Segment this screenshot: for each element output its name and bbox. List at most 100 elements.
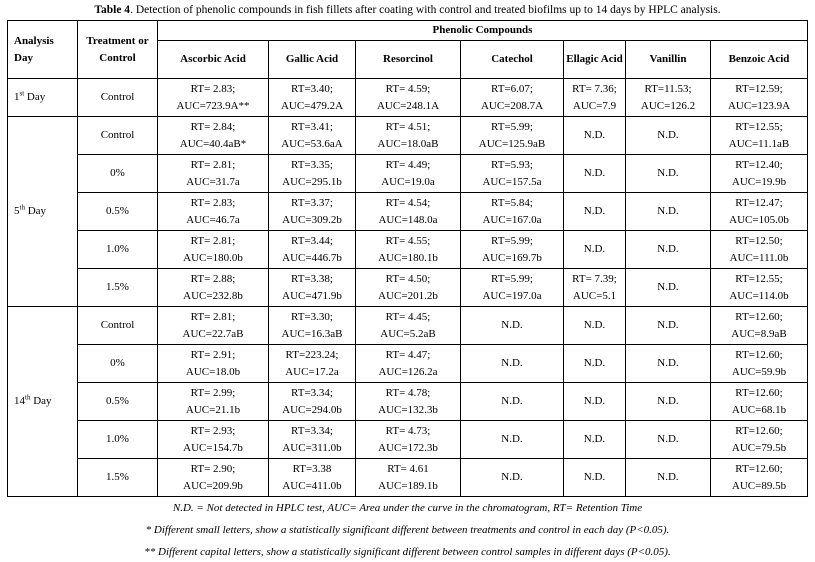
compound-value-cell: RT=12.55; AUC=114.0b xyxy=(710,268,808,307)
compound-value-cell: RT= 4.51; AUC=18.0aB xyxy=(355,116,461,155)
treatment-cell: 1.5% xyxy=(77,458,158,497)
compound-value-cell: N.D. xyxy=(625,306,711,345)
retention-time-value: RT=5.99; xyxy=(491,272,533,285)
analysis-day-cell: 5th Day xyxy=(7,116,78,307)
retention-time-value: RT=12.60; xyxy=(735,462,783,475)
retention-time-value: RT=3.38; xyxy=(291,272,333,285)
retention-time-value: RT= 2.99; xyxy=(190,386,236,399)
retention-time-value: RT= 4.55; xyxy=(385,234,431,247)
retention-time-value: RT=12.60; xyxy=(735,348,783,361)
auc-value: AUC=471.9b xyxy=(282,289,342,302)
compound-value-cell: N.D. xyxy=(625,192,711,231)
compound-value-cell: RT= 2.93; AUC=154.7b xyxy=(157,420,269,459)
table-row: 0.5% RT= 2.99; AUC=21.1b RT=3.34; AUC=294.0b… xyxy=(8,382,808,421)
auc-value: AUC=148.0a xyxy=(378,213,438,226)
compound-value-cell: N.D. xyxy=(563,192,626,231)
table-caption-text: . Detection of phenolic compounds in fis… xyxy=(130,4,721,16)
header-analysis-day: Analysis Day xyxy=(7,20,78,79)
retention-time-value: RT= 2.93; xyxy=(190,424,236,437)
auc-value: AUC=479.2A xyxy=(280,99,344,112)
auc-value: AUC=169.7b xyxy=(482,251,542,264)
compound-value-cell: N.D. xyxy=(625,116,711,155)
auc-value: AUC=31.7a xyxy=(186,175,240,188)
compound-value-cell: RT= 2.91; AUC=18.0b xyxy=(157,344,269,383)
auc-value: AUC=295.1b xyxy=(282,175,342,188)
auc-value: AUC=105.0b xyxy=(729,213,789,226)
auc-value: AUC=68.1b xyxy=(731,403,787,416)
auc-value: AUC=17.2a xyxy=(285,365,339,378)
treatment-cell: Control xyxy=(77,306,158,345)
retention-time-value: RT=3.34; xyxy=(291,386,333,399)
compound-value-cell: RT= 4.47; AUC=126.2a xyxy=(355,344,461,383)
auc-value: AUC=294.0b xyxy=(282,403,342,416)
auc-value: AUC=248.1A xyxy=(376,99,440,112)
retention-time-value: RT= 2.83; xyxy=(190,82,236,95)
not-detected-value: N.D. xyxy=(657,433,679,445)
compound-value-cell: RT=3.34; AUC=311.0b xyxy=(268,420,356,459)
compound-value-cell: RT=3.41; AUC=53.6aA xyxy=(268,116,356,155)
footnote-abbreviations: N.D. = Not detected in HPLC test, AUC= A… xyxy=(172,502,643,514)
compound-value-cell: RT=5.93; AUC=157.5a xyxy=(460,154,564,193)
not-detected-value: N.D. xyxy=(657,395,679,407)
compound-value-cell: RT=3.35; AUC=295.1b xyxy=(268,154,356,193)
retention-time-value: RT=12.40; xyxy=(735,158,783,171)
auc-value: AUC=21.1b xyxy=(185,403,241,416)
compound-value-cell: N.D. xyxy=(625,344,711,383)
auc-value: AUC=89.5b xyxy=(731,479,787,492)
retention-time-value: RT=12.55; xyxy=(735,272,783,285)
retention-time-value: RT=3.37; xyxy=(291,196,333,209)
retention-time-value: RT=3.30; xyxy=(291,310,333,323)
compound-value-cell: RT=3.44; AUC=446.7b xyxy=(268,230,356,269)
compound-value-cell: N.D. xyxy=(625,420,711,459)
table-row: 0.5% RT= 2.83; AUC=46.7a RT=3.37; AUC=309.2b… xyxy=(8,192,808,231)
auc-value: AUC=5.1 xyxy=(572,289,617,302)
compound-value-cell: RT= 2.81; AUC=31.7a xyxy=(157,154,269,193)
compound-value-cell: RT=3.38; AUC=471.9b xyxy=(268,268,356,307)
retention-time-value: RT=3.40; xyxy=(291,82,333,95)
compound-value-cell: RT= 4.61 AUC=189.1b xyxy=(355,458,461,497)
header-compound: Gallic Acid xyxy=(268,40,356,79)
treatment-cell: 0.5% xyxy=(77,192,158,231)
auc-value: AUC=40.4aB* xyxy=(179,137,247,150)
compound-value-cell: N.D. xyxy=(460,306,564,345)
compound-value-cell: N.D. xyxy=(625,382,711,421)
compound-value-cell: RT= 2.81; AUC=22.7aB xyxy=(157,306,269,345)
footnote-capital-letters: ** Different capital letters, show a sta… xyxy=(144,546,671,558)
compound-value-cell: RT= 2.99; AUC=21.1b xyxy=(157,382,269,421)
treatment-cell: 1.5% xyxy=(77,268,158,307)
retention-time-value: RT=5.93; xyxy=(491,158,533,171)
compound-value-cell: RT=3.40; AUC=479.2A xyxy=(268,78,356,117)
auc-value: AUC=123.9A xyxy=(727,99,791,112)
auc-value: AUC=46.7a xyxy=(186,213,240,226)
compound-value-cell: RT=3.37; AUC=309.2b xyxy=(268,192,356,231)
compound-value-cell: N.D. xyxy=(625,230,711,269)
retention-time-value: RT= 4.61 xyxy=(387,462,429,475)
auc-value: AUC=111.0b xyxy=(729,251,789,264)
retention-time-value: RT= 2.81; xyxy=(190,158,236,171)
auc-value: AUC=132.3b xyxy=(378,403,438,416)
auc-value: AUC=197.0a xyxy=(482,289,542,302)
not-detected-value: N.D. xyxy=(657,243,679,255)
table-row: 1.5% RT= 2.88; AUC=232.8b RT=3.38; AUC=471.9… xyxy=(8,268,808,307)
table-row: 1.0% RT= 2.81; AUC=180.0b RT=3.44; AUC=446.7… xyxy=(8,230,808,269)
compound-value-cell: RT= 4.55; AUC=180.1b xyxy=(355,230,461,269)
table-row: 1st Day Control RT= 2.83; AUC=723.9A** RT=3.… xyxy=(7,78,808,117)
compound-value-cell: N.D. xyxy=(460,458,564,497)
auc-value: AUC=180.0b xyxy=(183,251,243,264)
retention-time-value: RT= 4.51; xyxy=(385,120,431,133)
retention-time-value: RT= 2.81; xyxy=(190,234,236,247)
retention-time-value: RT= 2.90; xyxy=(190,462,236,475)
auc-value: AUC=232.8b xyxy=(183,289,243,302)
table-row: 0% RT= 2.91; AUC=18.0b RT=223.24; AUC=17.2a R… xyxy=(8,344,808,383)
auc-value: AUC=446.7b xyxy=(282,251,342,264)
compound-value-cell: RT=12.50; AUC=111.0b xyxy=(710,230,808,269)
compound-value-cell: RT=12.47; AUC=105.0b xyxy=(710,192,808,231)
retention-time-value: RT=12.47; xyxy=(735,196,783,209)
compound-value-cell: RT= 4.73; AUC=172.3b xyxy=(355,420,461,459)
auc-value: AUC=126.2a xyxy=(378,365,438,378)
auc-value: AUC=723.9A** xyxy=(176,99,250,112)
compound-value-cell: RT= 4.45; AUC=5.2aB xyxy=(355,306,461,345)
treatment-cell: 0% xyxy=(77,344,158,383)
table-row: 1.5% RT= 2.90; AUC=209.9b RT=3.38 AUC=411.0b… xyxy=(8,458,808,497)
retention-time-value: RT= 2.91; xyxy=(190,348,236,361)
